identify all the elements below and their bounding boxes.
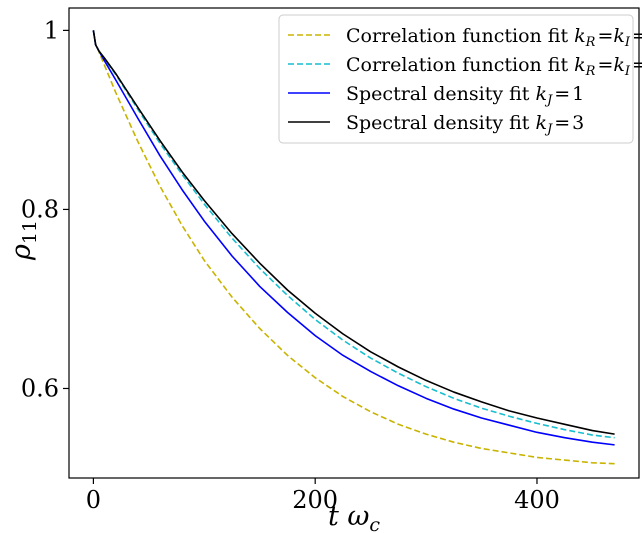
y-tick-label: 0.6 bbox=[21, 374, 59, 402]
series-line-1 bbox=[92, 30, 615, 465]
legend-label-1: Correlation function fit kR=kI=1 bbox=[346, 25, 642, 50]
legend: Correlation function fit kR=kI=1 Correlat… bbox=[278, 14, 642, 144]
y-axis-ticks: 0.6 0.8 1 bbox=[21, 16, 69, 402]
series-line-4 bbox=[92, 30, 615, 435]
x-tick-label: 200 bbox=[292, 486, 338, 514]
legend-label-2: Correlation function fit kR=kI=3 bbox=[346, 54, 642, 79]
series-layer bbox=[92, 30, 615, 465]
x-axis-label: t ωc bbox=[328, 501, 380, 533]
legend-label-4: Spectral density fit kJ = 3 bbox=[346, 112, 584, 137]
x-axis-label-subscript: c bbox=[369, 514, 380, 533]
y-axis-label-subscript: 11 bbox=[19, 220, 41, 244]
x-tick-label: 400 bbox=[514, 486, 560, 514]
y-tick-label: 0.8 bbox=[21, 195, 59, 223]
legend-box bbox=[278, 14, 634, 144]
y-tick-label: 1 bbox=[44, 16, 59, 44]
y-axis-label: ρ11 bbox=[6, 220, 41, 261]
x-axis-ticks: 0 200 400 bbox=[86, 478, 560, 514]
plot-frame bbox=[68, 7, 640, 479]
series-line-3 bbox=[92, 30, 615, 446]
legend-label-3: Spectral density fit kJ = 1 bbox=[346, 83, 584, 108]
x-tick-label: 0 bbox=[86, 486, 101, 514]
